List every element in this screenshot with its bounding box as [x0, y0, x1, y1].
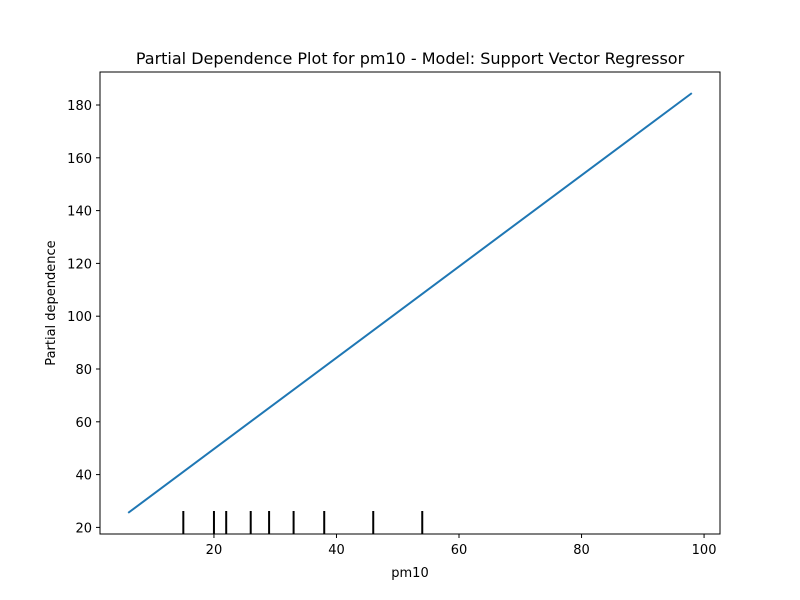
- y-axis: 20 40 60 80 100 120 140 160 180: [67, 99, 100, 536]
- y-tick-label: 80: [75, 363, 92, 378]
- x-tick-label: 80: [573, 543, 590, 558]
- x-axis-label: pm10: [391, 566, 428, 581]
- y-tick-label: 140: [67, 205, 92, 220]
- series-line-0: [127, 92, 693, 514]
- x-axis: 20 40 60 80 100: [206, 534, 717, 558]
- x-tick-label: 40: [328, 543, 345, 558]
- y-tick-label: 60: [75, 416, 92, 431]
- x-tick-label: 100: [692, 543, 717, 558]
- y-tick-label: 20: [75, 521, 92, 536]
- axes-frame: [99, 71, 721, 535]
- chart-title: Partial Dependence Plot for pm10 - Model…: [136, 49, 685, 68]
- x-tick-label: 60: [451, 543, 468, 558]
- y-tick-label: 160: [67, 152, 92, 167]
- y-tick-label: 180: [67, 99, 92, 114]
- plot-area: [127, 92, 693, 534]
- y-tick-label: 40: [75, 469, 92, 484]
- y-axis-label: Partial dependence: [44, 240, 59, 365]
- y-tick-label: 120: [67, 257, 92, 272]
- x-tick-label: 20: [206, 543, 223, 558]
- y-tick-label: 100: [67, 310, 92, 325]
